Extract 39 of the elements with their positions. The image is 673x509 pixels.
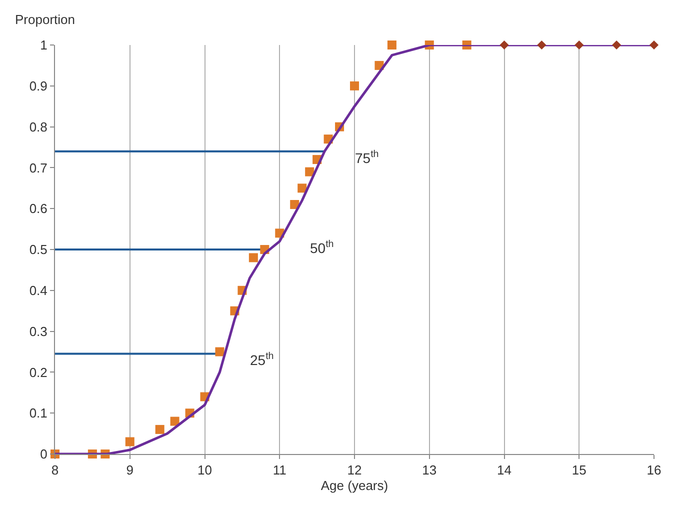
y-tick-label: 0.6 [29, 201, 48, 216]
annotation: 75$^{th}$ [355, 149, 379, 166]
point [248, 253, 258, 262]
x-tick-label: 15 [572, 462, 586, 478]
x-tick-label: 9 [126, 462, 134, 478]
point [350, 81, 359, 90]
y-tick-label: 0.2 [29, 364, 48, 380]
point [305, 167, 314, 176]
point [125, 437, 134, 446]
point [215, 347, 224, 356]
y-tick-label: 0.8 [29, 119, 48, 134]
y-tick-label: 0.1 [29, 406, 48, 421]
x-tick-label: 14 [497, 462, 512, 478]
point [298, 184, 307, 193]
x-axis-title: Age (years) [320, 478, 388, 494]
point [574, 40, 584, 50]
point [612, 40, 622, 50]
y-axis-title: Proportion [15, 12, 75, 27]
y-tick-label: 1 [40, 38, 48, 53]
y-tick-label: 0.5 [29, 242, 48, 258]
x-tick-label: 10 [198, 462, 212, 478]
point [500, 40, 509, 50]
point [537, 40, 546, 50]
y-tick-label: 0.3 [29, 324, 48, 339]
x-tick-label: 13 [422, 462, 437, 478]
x-tick-label: 8 [51, 462, 59, 478]
point [387, 40, 396, 50]
x-tick-label: 16 [646, 462, 662, 478]
point [155, 424, 164, 434]
annotation: 50$^{th}$ [310, 239, 334, 256]
y-tick-label: 0.7 [29, 160, 48, 176]
point [170, 416, 180, 426]
x-tick-label: 12 [347, 462, 362, 478]
y-tick-label: 0.9 [29, 78, 48, 94]
annotation: 25$^{th}$ [250, 351, 274, 368]
point [649, 40, 659, 50]
y-tick-label: 0.4 [29, 282, 48, 298]
y-tick-label: 0 [40, 446, 48, 462]
x-tick-label: 11 [272, 462, 286, 478]
